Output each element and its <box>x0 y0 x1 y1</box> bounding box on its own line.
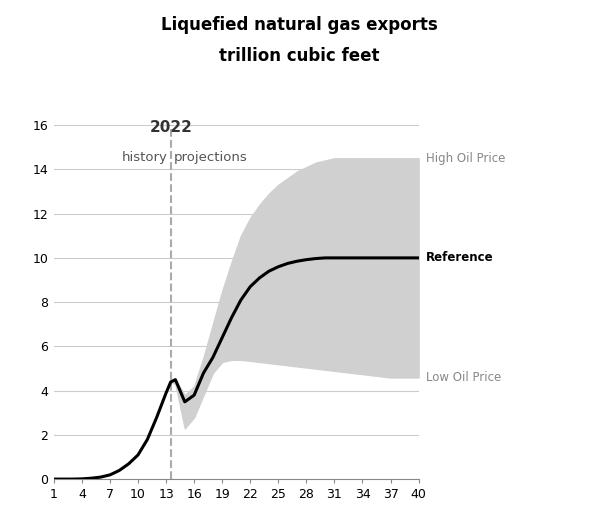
Text: Reference: Reference <box>426 252 494 264</box>
Text: Liquefied natural gas exports: Liquefied natural gas exports <box>161 16 437 34</box>
Text: trillion cubic feet: trillion cubic feet <box>219 47 379 65</box>
Text: history: history <box>122 151 168 164</box>
Text: 2022: 2022 <box>150 120 192 135</box>
Text: Low Oil Price: Low Oil Price <box>426 371 501 384</box>
Text: High Oil Price: High Oil Price <box>426 152 505 165</box>
Text: projections: projections <box>173 151 248 164</box>
